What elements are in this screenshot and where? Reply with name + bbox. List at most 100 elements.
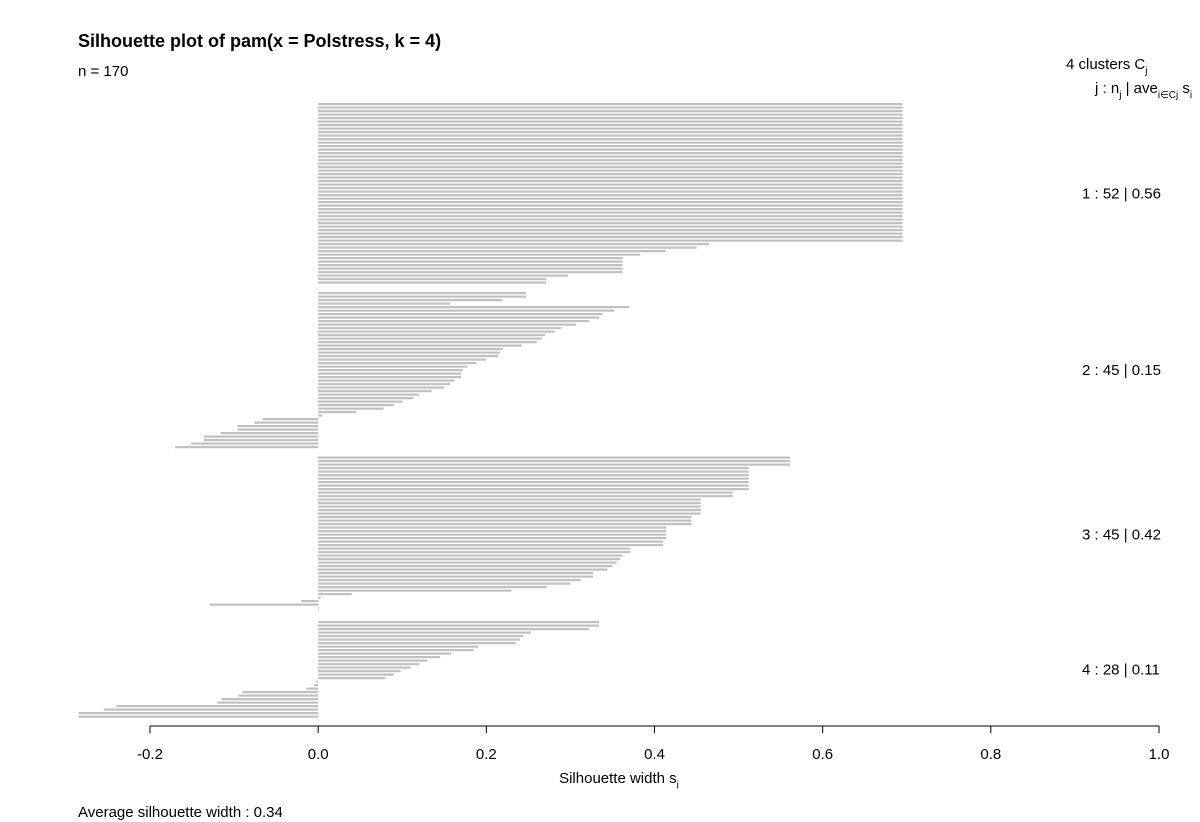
silhouette-bar (318, 558, 621, 561)
legend-header-line1-sub: j (1144, 66, 1147, 77)
silhouette-bar (318, 236, 903, 239)
silhouette-bar (318, 267, 623, 270)
silhouette-bar (318, 281, 547, 284)
silhouette-bar (318, 509, 701, 512)
silhouette-bar (318, 162, 903, 165)
silhouette-bar (318, 530, 667, 533)
x-axis-ticks: -0.2 0.0 0.2 0.4 0.6 0.8 1.0 (137, 726, 1169, 763)
silhouette-bar (318, 407, 384, 410)
silhouette-bar (203, 435, 319, 438)
silhouette-bar (318, 348, 504, 351)
silhouette-bar (318, 173, 903, 176)
x-tick-label: -0.2 (137, 746, 163, 763)
legend-header-columns: j : nj | avei∈Cj si (1094, 80, 1192, 101)
silhouette-bar (318, 512, 701, 515)
silhouette-bar (220, 432, 319, 435)
silhouette-bar (318, 334, 546, 337)
average-silhouette-label: Average silhouette width : (78, 804, 250, 821)
silhouette-bar (318, 369, 463, 372)
silhouette-bar (318, 572, 594, 575)
silhouette-bar (262, 418, 319, 421)
chart-title: Silhouette plot of pam(x = Polstress, k … (78, 31, 441, 51)
silhouette-bar (318, 565, 613, 568)
silhouette-bar (318, 302, 451, 305)
silhouette-bar (318, 376, 462, 379)
silhouette-bar (318, 505, 701, 508)
silhouette-bar (318, 596, 321, 599)
silhouette-bar (318, 523, 692, 526)
silhouette-bar (318, 659, 428, 662)
silhouette-bar (175, 446, 319, 449)
silhouette-bar (318, 246, 697, 249)
silhouette-bar (318, 264, 623, 267)
silhouette-bar (318, 575, 594, 578)
silhouette-bar (318, 110, 903, 113)
silhouette-bar (318, 120, 903, 123)
x-tick-label: 1.0 (1149, 746, 1170, 763)
silhouette-bar (318, 593, 352, 596)
silhouette-bars (78, 103, 903, 718)
x-axis-title: Silhouette width si (559, 770, 679, 791)
silhouette-bar (318, 306, 630, 309)
silhouette-bar (318, 582, 571, 585)
silhouette-bar (103, 708, 319, 711)
silhouette-bar (318, 544, 663, 547)
silhouette-bar (318, 180, 903, 183)
silhouette-bar (318, 274, 568, 277)
silhouette-bar (237, 428, 319, 431)
silhouette-bar (318, 656, 441, 659)
silhouette-bar (318, 484, 749, 487)
silhouette-bar (318, 649, 474, 652)
x-tick-label: 0.8 (980, 746, 1001, 763)
silhouette-bar (318, 470, 749, 473)
silhouette-bar (318, 124, 903, 127)
silhouette-bar (318, 176, 903, 179)
silhouette-bar (318, 516, 692, 519)
silhouette-bar (318, 155, 903, 158)
silhouette-bar (318, 488, 749, 491)
silhouette-bar (78, 715, 319, 718)
silhouette-bar (318, 344, 522, 347)
silhouette-bar (318, 635, 524, 638)
silhouette-bar (318, 610, 319, 613)
silhouette-bar (318, 397, 414, 400)
silhouette-bar (318, 526, 667, 529)
silhouette-bar (318, 411, 357, 414)
silhouette-bar (237, 425, 319, 428)
silhouette-bar (318, 295, 526, 298)
silhouette-bar (318, 215, 903, 218)
silhouette-bar (318, 232, 903, 235)
silhouette-bar (318, 141, 903, 144)
silhouette-bar (318, 607, 319, 610)
average-silhouette-value: 0.34 (254, 804, 283, 821)
silhouette-bar (301, 600, 319, 603)
silhouette-bar (78, 712, 319, 715)
silhouette-bar (318, 243, 710, 246)
silhouette-bar (318, 145, 903, 148)
silhouette-bar (318, 645, 478, 648)
silhouette-bar (318, 257, 623, 260)
x-tick-label: 0.2 (476, 746, 497, 763)
silhouette-bar (318, 330, 555, 333)
silhouette-bar (318, 621, 600, 624)
x-axis-title-sub: i (677, 780, 679, 791)
silhouette-bar (318, 467, 749, 470)
legend-header-clusters: 4 clusters Cj (1066, 56, 1147, 77)
silhouette-bar (318, 320, 589, 323)
silhouette-bar (318, 414, 323, 417)
silhouette-bar (318, 491, 733, 494)
silhouette-bar (318, 551, 631, 554)
silhouette-bar (203, 439, 319, 442)
silhouette-bar (242, 691, 319, 694)
legend-header-line2-sub: j (1118, 90, 1121, 101)
silhouette-bar (318, 239, 903, 242)
sample-size-label: n = 170 (78, 63, 128, 80)
average-silhouette-width: Average silhouette width : 0.34 (78, 804, 283, 821)
silhouette-bar (318, 554, 623, 557)
silhouette-bar (254, 421, 319, 424)
silhouette-bar (318, 568, 608, 571)
silhouette-bar (318, 260, 623, 263)
silhouette-bar (318, 271, 623, 274)
silhouette-bar (318, 561, 617, 564)
silhouette-bar (318, 138, 903, 141)
